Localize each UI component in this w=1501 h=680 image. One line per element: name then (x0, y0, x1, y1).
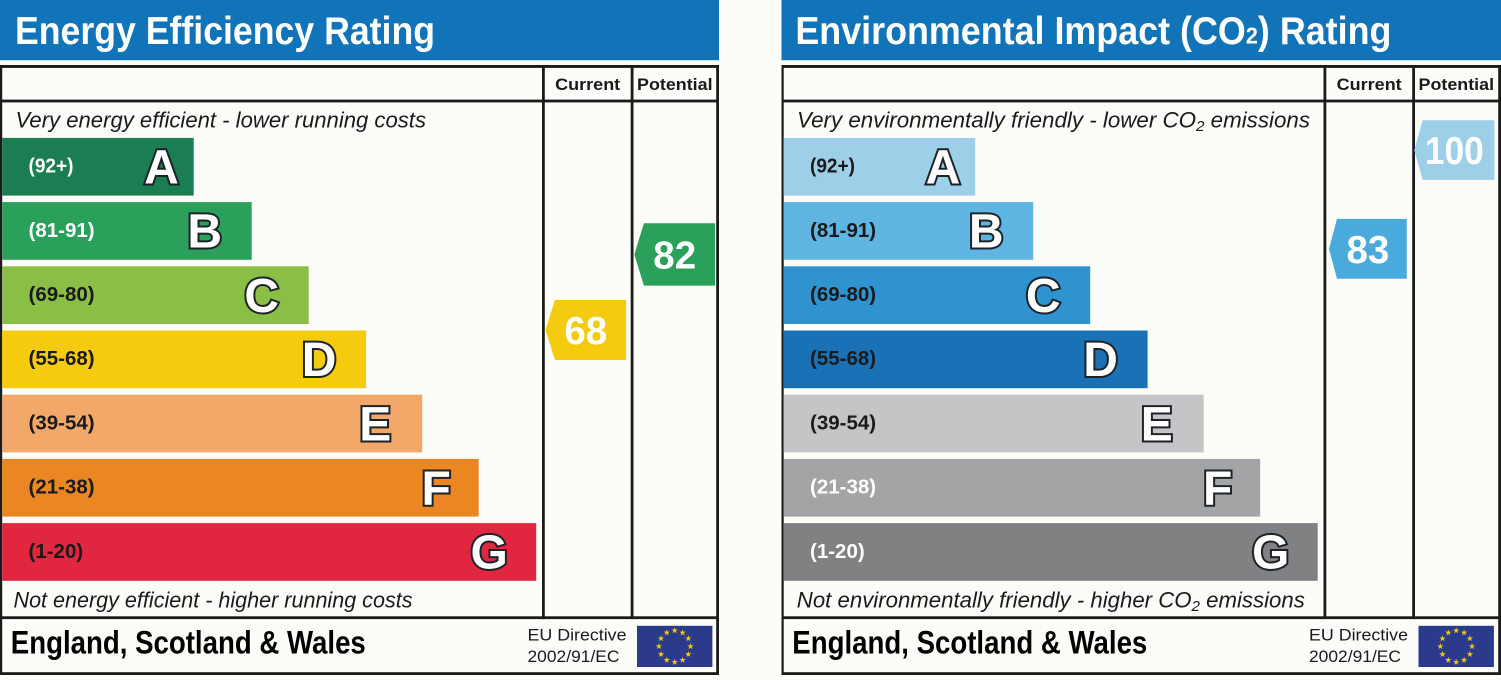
svg-text:Not energy efficient - higher: Not energy efficient - higher running co… (14, 588, 413, 613)
svg-text:G: G (1252, 527, 1289, 580)
svg-text:(21-38): (21-38) (810, 476, 876, 499)
svg-text:C: C (1026, 270, 1061, 323)
svg-text:(39-54): (39-54) (29, 411, 95, 434)
svg-text:Current: Current (1337, 76, 1403, 94)
svg-text:(55-68): (55-68) (810, 347, 876, 370)
svg-text:England, Scotland & Wales: England, Scotland & Wales (11, 625, 366, 661)
svg-text:Current: Current (555, 76, 621, 94)
svg-text:Very energy efficient - lower: Very energy efficient - lower running co… (16, 108, 427, 133)
svg-text:G: G (471, 527, 508, 580)
svg-text:(92+): (92+) (810, 155, 855, 178)
svg-text:A: A (144, 142, 179, 195)
svg-text:68: 68 (564, 310, 607, 353)
svg-text:Potential: Potential (1419, 76, 1495, 94)
svg-text:EU Directive: EU Directive (528, 626, 627, 645)
svg-text:Very environmentally friendly: Very environmentally friendly - lower CO… (797, 108, 1310, 136)
svg-text:B: B (187, 206, 222, 259)
svg-text:(39-54): (39-54) (810, 411, 876, 434)
svg-text:(1-20): (1-20) (29, 540, 84, 563)
svg-text:Not environmentally friendly -: Not environmentally friendly - higher CO… (797, 588, 1305, 616)
svg-text:(81-91): (81-91) (29, 219, 95, 242)
svg-text:(1-20): (1-20) (810, 540, 865, 563)
svg-text:(21-38): (21-38) (29, 476, 95, 499)
svg-text:E: E (1141, 398, 1173, 451)
svg-text:E: E (359, 398, 391, 451)
svg-text:B: B (969, 206, 1004, 259)
svg-text:England, Scotland & Wales: England, Scotland & Wales (792, 625, 1147, 661)
svg-text:EU Directive: EU Directive (1309, 626, 1408, 645)
svg-text:D: D (302, 334, 337, 387)
svg-text:83: 83 (1346, 229, 1389, 272)
svg-text:100: 100 (1425, 130, 1484, 173)
svg-text:2002/91/EC: 2002/91/EC (1309, 647, 1401, 666)
svg-text:(81-91): (81-91) (810, 219, 876, 242)
svg-text:(69-80): (69-80) (810, 283, 876, 306)
svg-text:(92+): (92+) (29, 155, 74, 178)
svg-text:A: A (926, 142, 961, 195)
svg-text:F: F (422, 463, 451, 516)
svg-text:(69-80): (69-80) (29, 283, 95, 306)
svg-text:82: 82 (653, 235, 696, 278)
svg-text:Environmental Impact (CO2) Rat: Environmental Impact (CO2) Rating (795, 10, 1391, 53)
svg-text:Potential: Potential (637, 76, 713, 94)
svg-text:(55-68): (55-68) (29, 347, 95, 370)
svg-text:F: F (1203, 463, 1232, 516)
svg-text:C: C (244, 270, 279, 323)
svg-text:2002/91/EC: 2002/91/EC (528, 647, 620, 666)
svg-text:D: D (1083, 334, 1118, 387)
svg-text:Energy Efficiency Rating: Energy Efficiency Rating (15, 10, 435, 53)
